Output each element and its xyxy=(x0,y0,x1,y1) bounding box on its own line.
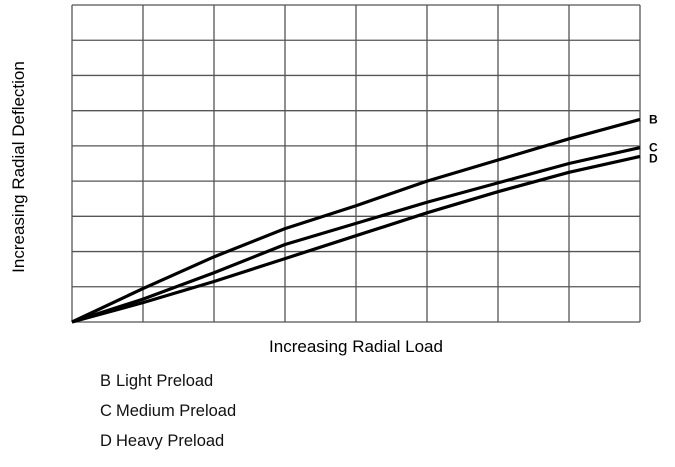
series-line-c xyxy=(71,146,641,324)
chart-grid xyxy=(71,4,641,323)
series-line-d xyxy=(71,154,641,324)
legend-key: D xyxy=(100,432,112,450)
legend-item: D Heavy Preload xyxy=(100,432,224,451)
series-end-label-d: D xyxy=(649,151,658,165)
legend-label: Light Preload xyxy=(116,372,214,390)
legend-key: B xyxy=(100,372,112,390)
series-end-labels: B CD xyxy=(649,112,658,165)
y-axis-label: Increasing Radial Deflection xyxy=(9,61,28,273)
series-line-b xyxy=(71,117,641,324)
legend-item: C Medium Preload xyxy=(100,402,236,421)
legend-label: Medium Preload xyxy=(116,402,237,420)
legend-item: B Light Preload xyxy=(100,372,213,391)
chart-series xyxy=(71,117,641,324)
series-end-label-b: B xyxy=(649,112,658,126)
legend-label: Heavy Preload xyxy=(116,432,225,450)
x-axis-label: Increasing Radial Load xyxy=(269,337,443,356)
series-end-label-c: C xyxy=(649,141,658,155)
legend-key: C xyxy=(100,402,112,420)
